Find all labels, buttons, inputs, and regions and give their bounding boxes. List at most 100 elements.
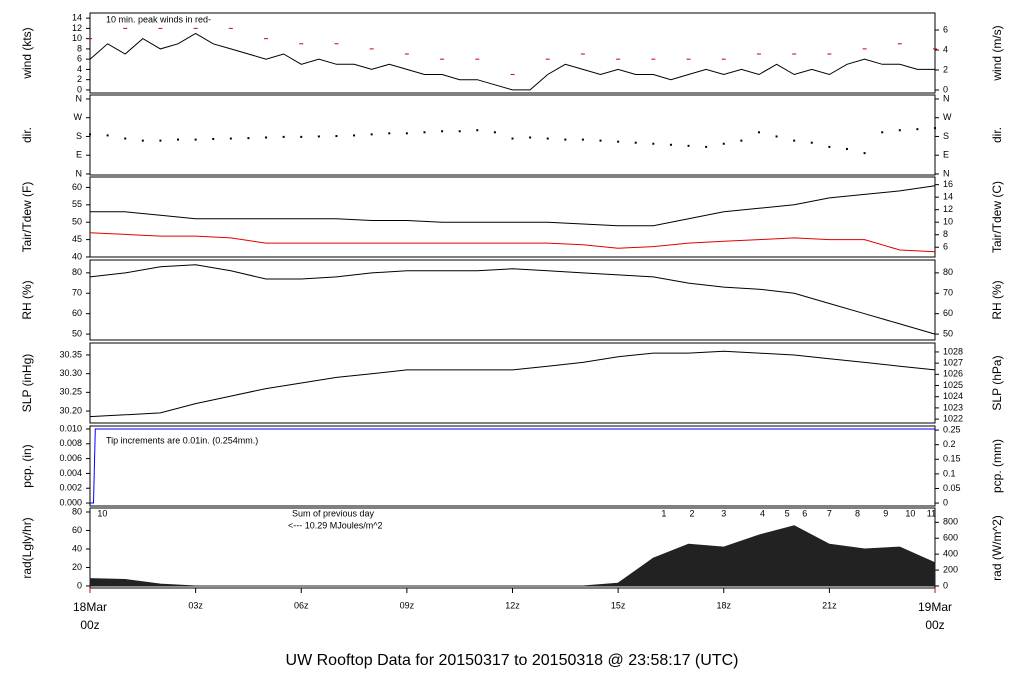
point — [687, 144, 690, 147]
y-tick-label: S — [76, 131, 82, 141]
point — [529, 136, 532, 139]
point — [141, 139, 144, 142]
point — [705, 145, 708, 148]
area — [89, 525, 936, 587]
y-tick-label: 10 — [943, 217, 953, 227]
hour-label: 2 — [690, 508, 695, 518]
point — [881, 131, 884, 134]
point — [669, 143, 672, 146]
y-tick-label: 1023 — [943, 402, 963, 412]
x-tick-label: 00z — [80, 618, 99, 632]
panel-frame — [89, 342, 936, 424]
hour-label: 5 — [785, 508, 790, 518]
y-axis-label: pcp. (in) — [20, 444, 34, 487]
y2-axis-label: SLP (hPa) — [990, 355, 1004, 410]
y-tick-label: 8 — [77, 43, 82, 53]
x-tick-label: 09z — [400, 600, 415, 610]
y-tick-label: 50 — [943, 328, 953, 338]
y-axis-label: dir. — [20, 127, 34, 143]
y-tick-label: 0 — [943, 580, 948, 590]
y-tick-label: 50 — [72, 217, 82, 227]
y-tick-label: 70 — [943, 288, 953, 298]
hour-label: 4 — [760, 508, 765, 518]
y-axis-label: rad(Lgly/hr) — [20, 517, 34, 578]
y-tick-label: 1022 — [943, 413, 963, 423]
date-label: 19Mar — [918, 600, 952, 614]
panel-frame — [89, 259, 936, 341]
y-tick-label: E — [943, 150, 949, 160]
y-tick-label: 14 — [943, 192, 953, 202]
point — [652, 142, 655, 145]
point — [810, 141, 813, 144]
point — [599, 139, 602, 142]
point — [124, 137, 127, 140]
y-axis-label: RH (%) — [20, 280, 34, 319]
y-tick-label: 0.008 — [59, 438, 82, 448]
y-tick-label: 50 — [72, 328, 82, 338]
y-tick-label: 1027 — [943, 358, 963, 368]
y-tick-label: 30.20 — [59, 405, 82, 415]
x-tick-label: 18z — [716, 600, 731, 610]
y-tick-label: 70 — [72, 288, 82, 298]
point — [617, 140, 620, 143]
point — [476, 129, 479, 132]
y-tick-label: N — [76, 168, 83, 178]
x-tick-label: 21z — [822, 600, 837, 610]
line — [89, 350, 936, 418]
x-tick-label: 06z — [294, 600, 309, 610]
y-tick-label: 400 — [943, 549, 958, 559]
y-tick-label: 8 — [943, 229, 948, 239]
y-tick-label: 80 — [72, 506, 82, 516]
panel-frame — [89, 176, 936, 258]
point — [916, 128, 919, 131]
point — [159, 139, 162, 142]
y-axis-label: wind (kts) — [20, 27, 34, 79]
y-tick-label: 0.15 — [943, 454, 961, 464]
point — [405, 132, 408, 135]
point — [793, 139, 796, 142]
y-tick-label: 45 — [72, 234, 82, 244]
y-tick-label: 0 — [943, 84, 948, 94]
hour-label: 8 — [855, 508, 860, 518]
point — [634, 141, 637, 144]
point — [493, 131, 496, 134]
y-tick-label: N — [943, 168, 950, 178]
point — [441, 130, 444, 133]
point — [898, 129, 901, 132]
y-tick-label: 40 — [72, 251, 82, 261]
point — [845, 147, 848, 150]
hour-label: 10 — [97, 508, 107, 518]
point — [317, 135, 320, 138]
y-tick-label: 6 — [943, 24, 948, 34]
y-tick-label: 0.010 — [59, 423, 82, 433]
y-tick-label: 2 — [943, 64, 948, 74]
y2-axis-label: Tair/Tdew (C) — [990, 181, 1004, 253]
point — [757, 131, 760, 134]
y2-axis-label: dir. — [990, 127, 1004, 143]
line — [89, 232, 936, 253]
panel-frame — [89, 94, 936, 176]
y-tick-label: W — [943, 112, 952, 122]
y2-axis-label: pcp. (mm) — [990, 439, 1004, 493]
y-tick-label: 0.000 — [59, 497, 82, 507]
hour-label: 9 — [883, 508, 888, 518]
point — [265, 136, 268, 139]
hour-label: 11 — [927, 508, 936, 518]
y-tick-label: 80 — [72, 267, 82, 277]
point — [388, 132, 391, 135]
y-tick-label: 30.30 — [59, 368, 82, 378]
point — [828, 145, 831, 148]
y2-axis-label: RH (%) — [990, 280, 1004, 319]
point — [511, 137, 514, 140]
point — [564, 138, 567, 141]
point — [282, 135, 285, 138]
y2-axis-label: wind (m/s) — [990, 25, 1004, 81]
y-tick-label: S — [943, 131, 949, 141]
hour-label: 7 — [827, 508, 832, 518]
point — [229, 137, 232, 140]
y-tick-label: 1028 — [943, 346, 963, 356]
point — [353, 134, 356, 137]
point — [423, 131, 426, 134]
y-tick-label: 80 — [943, 267, 953, 277]
